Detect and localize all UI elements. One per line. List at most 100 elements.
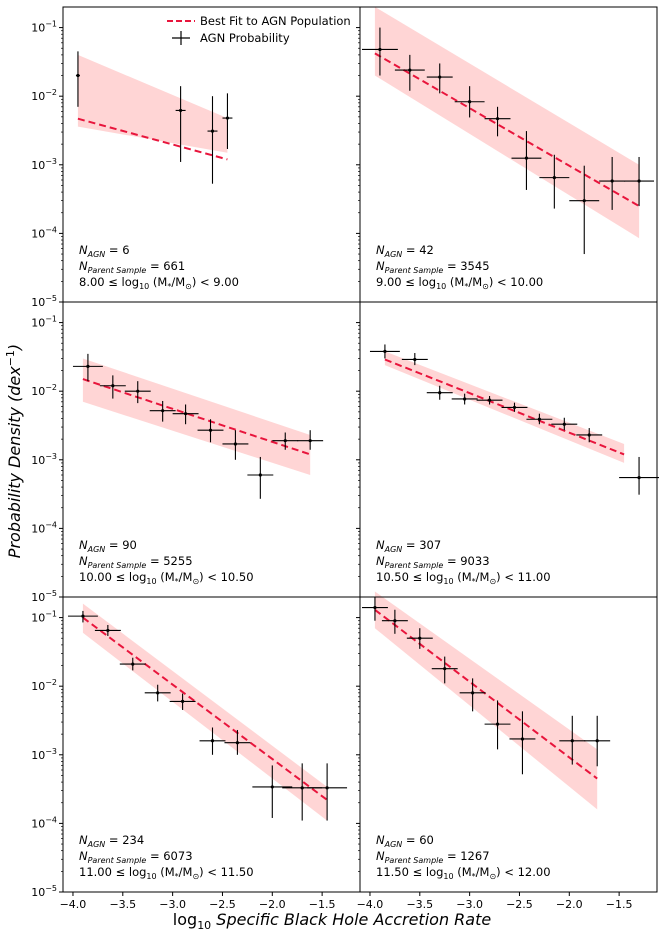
panel-6-marker-7 — [520, 737, 525, 741]
panel-5-ytick-label: 10−3 — [31, 747, 57, 762]
panel-4-marker-3 — [438, 391, 442, 395]
panel-5-marker-9 — [300, 786, 304, 790]
panel-5-best-fit-line — [82, 616, 328, 801]
panel-3-data-point-4 — [149, 400, 176, 422]
panel-6-marker-3 — [418, 636, 422, 640]
panel-3-data-point-6 — [197, 419, 224, 443]
panel-6-data-point-7 — [509, 711, 536, 775]
x-axis-title-sub: 10 — [197, 919, 211, 932]
panel-6-data-point-9 — [584, 715, 611, 767]
legend: Best Fit to AGN Population AGN Probabili… — [167, 14, 351, 45]
panel-4-n-agn: NAGN = 307 — [376, 538, 441, 554]
panel-3-data-point-8 — [247, 456, 274, 499]
panel-1-ytick-label: 10−4 — [31, 225, 57, 240]
panel-1-data-point-1 — [75, 51, 80, 107]
panel-4-mass-range: 10.50 ≤ log10 (M*/M⊙) < 11.00 — [376, 570, 551, 586]
panel-6-n-agn: NAGN = 60 — [376, 833, 434, 849]
panel-4-data-point-5 — [476, 396, 503, 405]
panel-3-ytick-label: 10−5 — [31, 589, 57, 604]
y-axis-title: Probability Density (dex−1) — [4, 344, 24, 558]
panel-2-marker-9 — [610, 179, 614, 183]
panel-5-marker-5 — [180, 699, 185, 704]
panel-4-data-point-7 — [526, 413, 553, 425]
panel-3-confidence-band — [82, 358, 311, 475]
panel-5-marker-4 — [156, 691, 160, 695]
y-axis-title-main: Probability Density (dex — [5, 366, 24, 558]
panel-4-marker-2 — [413, 357, 417, 362]
panel-3-data-point-2 — [99, 375, 126, 399]
panel-3-data-point-5 — [172, 404, 199, 425]
panel-3-marker-6 — [208, 428, 213, 432]
panel-3-data-point-1 — [72, 353, 103, 382]
panel-3-ytick-label: 10−4 — [31, 520, 57, 535]
y-axis-title-close: ) — [5, 344, 24, 351]
panel-6-confidence-band — [374, 591, 598, 810]
panel-5-xtick-label: −2.0 — [259, 898, 286, 911]
panel-2-n-parent: NParent Sample = 3545 — [376, 259, 490, 275]
panel-3-n-parent: NParent Sample = 5255 — [79, 554, 193, 570]
confidence-bands — [77, 6, 640, 821]
panel-4-marker-6 — [512, 405, 517, 410]
panel-2-data-point-5 — [484, 106, 511, 137]
panel-2-data-point-8 — [569, 165, 600, 255]
panel-1-marker-2 — [179, 108, 183, 113]
y-axis-title-exp: −1 — [4, 350, 17, 366]
panel-1-ytick-label: 10−1 — [31, 20, 57, 35]
panel-6-data-point-1 — [361, 596, 388, 621]
panel-6-data-point-2 — [381, 609, 408, 634]
panel-3-marker-5 — [183, 412, 188, 416]
error-bars — [67, 27, 659, 821]
panel-6-data-point-5 — [459, 678, 486, 712]
panel-5-data-point-10 — [307, 763, 348, 821]
x-axis-title: log10 Specific Black Hole Accretion Rate — [173, 910, 492, 932]
panel-2-data-point-2 — [394, 54, 425, 91]
svg-text:Probability Density (dex−1): Probability Density (dex−1) — [4, 344, 24, 558]
panel-3-best-fit-line — [82, 378, 311, 456]
panel-5-xtick-label: −4.0 — [60, 898, 87, 911]
panel-5-marker-10 — [325, 786, 329, 790]
panel-4-marker-9 — [587, 433, 591, 437]
panel-5-n-agn: NAGN = 234 — [79, 833, 144, 849]
panel-5-data-point-7 — [224, 729, 251, 755]
legend-fit-label: Best Fit to AGN Population — [200, 14, 351, 28]
panel-2-marker-10 — [637, 179, 641, 183]
panel-6-frame — [359, 596, 658, 893]
panel-3-data-point-9 — [272, 432, 299, 450]
panel-5-ytick-label: 10−1 — [31, 610, 57, 625]
panel-6-mass-range: 11.50 ≤ log10 (M*/M⊙) < 12.00 — [376, 865, 551, 881]
panel-3-marker-9 — [283, 439, 287, 443]
panel-5-ytick-label: 10−2 — [31, 678, 57, 693]
panel-3-ytick-label: 10−1 — [31, 315, 57, 330]
panel-2-confidence-band — [374, 6, 640, 239]
panel-3-marker-7 — [233, 442, 238, 446]
panel-5-xtick-label: −1.5 — [309, 898, 336, 911]
panel-6-xtick-label: −1.5 — [606, 898, 633, 911]
panel-6-marker-6 — [495, 722, 500, 726]
panel-5-data-point-3 — [119, 657, 146, 671]
panel-6-xtick-label: −2.0 — [556, 898, 583, 911]
panel-4-data-point-3 — [426, 385, 453, 400]
panel-6-xtick-label: −4.0 — [357, 898, 384, 911]
panel-3-marker-1 — [86, 364, 90, 368]
panel-6-data-point-3 — [406, 628, 433, 649]
panel-3-marker-10 — [308, 439, 312, 443]
panel-4-marker-5 — [487, 398, 492, 402]
panel-1-marker-4 — [225, 116, 230, 120]
panel-1-n-agn: NAGN = 6 — [79, 243, 130, 259]
panel-6-marker-5 — [471, 691, 475, 695]
panel-2-marker-1 — [378, 47, 382, 52]
panel-5-marker-2 — [106, 628, 110, 633]
panel-2-marker-4 — [468, 100, 472, 104]
panel-2-data-point-10 — [624, 156, 655, 207]
panel-5-data-point-4 — [144, 684, 171, 702]
panel-4-data-point-4 — [451, 393, 478, 405]
panel-4-n-parent: NParent Sample = 9033 — [376, 554, 490, 570]
panel-3-data-point-7 — [222, 430, 249, 460]
panel-4-data-point-8 — [551, 417, 578, 431]
panel-1-data-point-4 — [222, 93, 233, 149]
panel-6-marker-2 — [393, 619, 397, 623]
panel-1-data-point-3 — [207, 96, 218, 184]
panel-4-marker-1 — [383, 349, 387, 354]
panel-1-marker-3 — [210, 129, 215, 133]
panel-4-data-point-6 — [501, 402, 528, 412]
